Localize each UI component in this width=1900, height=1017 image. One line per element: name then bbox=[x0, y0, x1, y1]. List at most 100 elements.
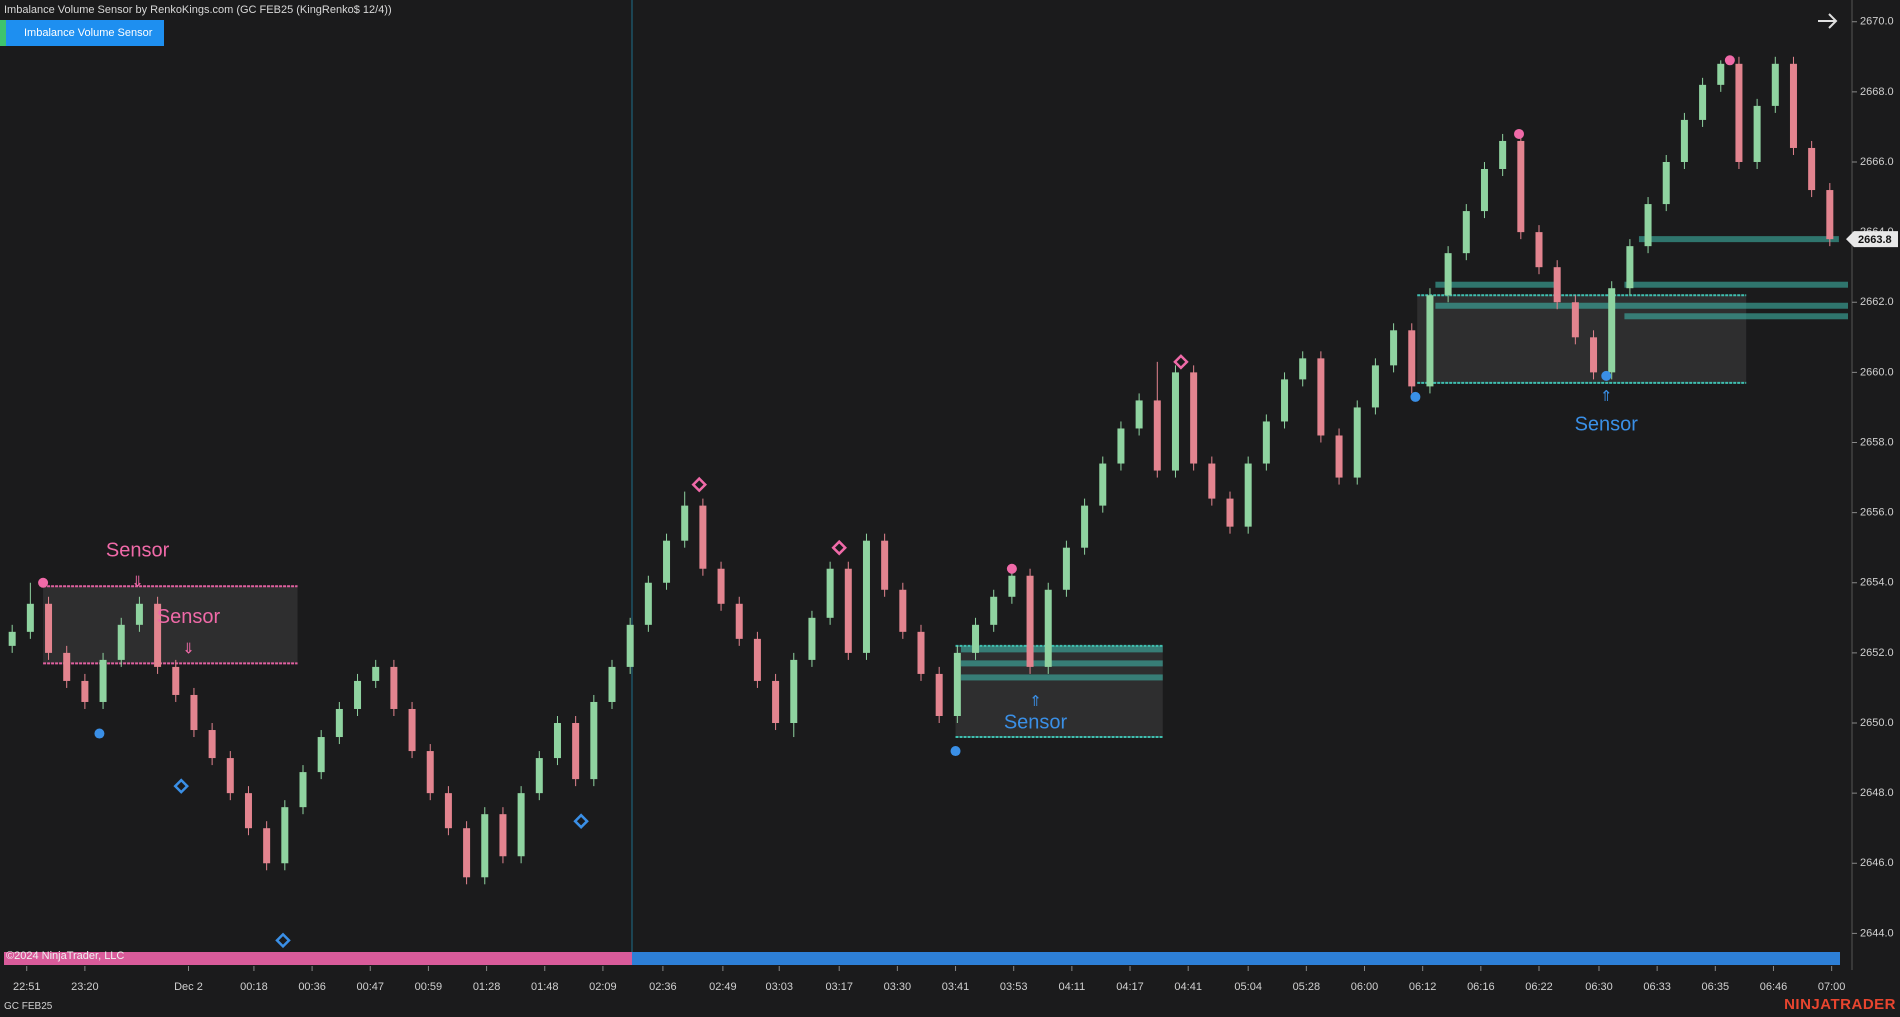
candle-body bbox=[1771, 63, 1779, 106]
session-bar bbox=[4, 952, 632, 965]
x-tick-label: 06:00 bbox=[1351, 981, 1379, 993]
sensor-label: Sensor bbox=[1004, 711, 1068, 733]
x-tick-label: 06:22 bbox=[1525, 981, 1553, 993]
candle-body bbox=[990, 596, 998, 625]
candle-body bbox=[553, 723, 561, 759]
session-bar bbox=[631, 952, 1840, 965]
candle-body bbox=[263, 828, 271, 864]
candle-body bbox=[590, 701, 598, 780]
x-tick-label: 06:16 bbox=[1467, 981, 1495, 993]
x-tick-label: 02:49 bbox=[709, 981, 737, 993]
candle-body bbox=[1135, 400, 1143, 429]
candle-body bbox=[1208, 463, 1216, 499]
y-tick-label: 2646.0 bbox=[1860, 857, 1894, 869]
navigate-arrow[interactable] bbox=[1818, 13, 1838, 29]
candle-body bbox=[572, 723, 580, 780]
x-tick-label: 06:30 bbox=[1585, 981, 1613, 993]
candle-body bbox=[1117, 428, 1125, 464]
x-tick-label: 06:12 bbox=[1409, 981, 1437, 993]
y-tick-label: 2668.0 bbox=[1860, 86, 1894, 98]
candle-body bbox=[63, 652, 71, 681]
volume-band bbox=[960, 660, 1163, 667]
candle-body bbox=[244, 793, 252, 829]
candle-body bbox=[481, 814, 489, 878]
y-tick-label: 2660.0 bbox=[1860, 366, 1894, 378]
sensor-arrow: ⇑ bbox=[1600, 388, 1613, 405]
signal-dot bbox=[1410, 391, 1421, 402]
candle-body bbox=[208, 730, 216, 759]
volume-band bbox=[1435, 302, 1848, 309]
candle-body bbox=[1353, 407, 1361, 478]
candle-body bbox=[1717, 63, 1725, 85]
candle-body bbox=[772, 680, 780, 724]
zone bbox=[43, 586, 298, 664]
candle-body bbox=[117, 624, 125, 660]
candle-body bbox=[1062, 547, 1070, 590]
candle-body bbox=[99, 659, 107, 702]
candle-body bbox=[1626, 246, 1634, 289]
volume-band bbox=[1435, 281, 1556, 288]
x-tick-label: 06:46 bbox=[1760, 981, 1788, 993]
x-tick-label: 01:28 bbox=[473, 981, 501, 993]
x-tick-label: 00:36 bbox=[298, 981, 326, 993]
sensor-arrow: ⇓ bbox=[131, 574, 144, 591]
last-price-label: 2663.8 bbox=[1858, 234, 1892, 246]
candle-body bbox=[1680, 119, 1688, 162]
candle-body bbox=[1517, 140, 1525, 233]
signal-dot bbox=[1514, 128, 1525, 139]
y-tick-label: 2648.0 bbox=[1860, 787, 1894, 799]
candle-body bbox=[917, 631, 925, 674]
candle-body bbox=[1299, 358, 1307, 380]
candle-body bbox=[1808, 147, 1816, 191]
x-tick-label: 03:30 bbox=[884, 981, 912, 993]
x-tick-label: 03:41 bbox=[942, 981, 970, 993]
candle-body bbox=[463, 828, 471, 878]
signal-dot bbox=[38, 577, 49, 588]
candle-body bbox=[517, 793, 525, 857]
x-tick-label: Dec 2 bbox=[174, 981, 203, 993]
y-tick-label: 2662.0 bbox=[1860, 296, 1894, 308]
candle-body bbox=[681, 505, 689, 541]
x-tick-label: 02:36 bbox=[649, 981, 677, 993]
candle-body bbox=[1535, 232, 1543, 268]
x-tick-label: 23:20 bbox=[71, 981, 99, 993]
x-tick-label: 00:47 bbox=[356, 981, 384, 993]
candle-body bbox=[1371, 365, 1379, 408]
candle-body bbox=[408, 708, 416, 752]
indicator-button[interactable]: Imbalance Volume Sensor bbox=[0, 20, 165, 46]
x-tick-label: 03:03 bbox=[765, 981, 793, 993]
candle-body bbox=[154, 603, 162, 667]
signal-dot bbox=[1724, 55, 1735, 66]
x-tick-label: 00:59 bbox=[415, 981, 443, 993]
x-tick-label: 05:28 bbox=[1293, 981, 1321, 993]
candle-body bbox=[335, 708, 343, 738]
candle-body bbox=[1099, 463, 1107, 506]
candle-body bbox=[1244, 463, 1252, 527]
candle-body bbox=[1317, 358, 1325, 436]
candle-body bbox=[226, 758, 234, 794]
copyright: ©2024 NinjaTrader, LLC bbox=[6, 950, 125, 962]
candle-body bbox=[626, 624, 634, 667]
candle-body bbox=[1553, 267, 1561, 303]
volume-band bbox=[1624, 281, 1848, 288]
candle-body bbox=[372, 666, 380, 681]
x-tick-label: 05:04 bbox=[1234, 981, 1262, 993]
candle-body bbox=[899, 589, 907, 632]
candle-body bbox=[608, 666, 616, 702]
candle-body bbox=[1462, 211, 1470, 254]
x-tick-label: 03:17 bbox=[825, 981, 853, 993]
candle-body bbox=[935, 673, 943, 716]
candle-body bbox=[1444, 253, 1452, 296]
y-tick-label: 2652.0 bbox=[1860, 647, 1894, 659]
x-tick-label: 04:11 bbox=[1059, 981, 1086, 993]
candle-body bbox=[663, 540, 671, 583]
candle-body bbox=[644, 582, 652, 625]
y-tick-label: 2666.0 bbox=[1860, 156, 1894, 168]
x-tick-label: 03:53 bbox=[1000, 981, 1028, 993]
candle-body bbox=[717, 568, 725, 604]
sensor-label: Sensor bbox=[1575, 413, 1639, 435]
candle-body bbox=[972, 624, 980, 653]
